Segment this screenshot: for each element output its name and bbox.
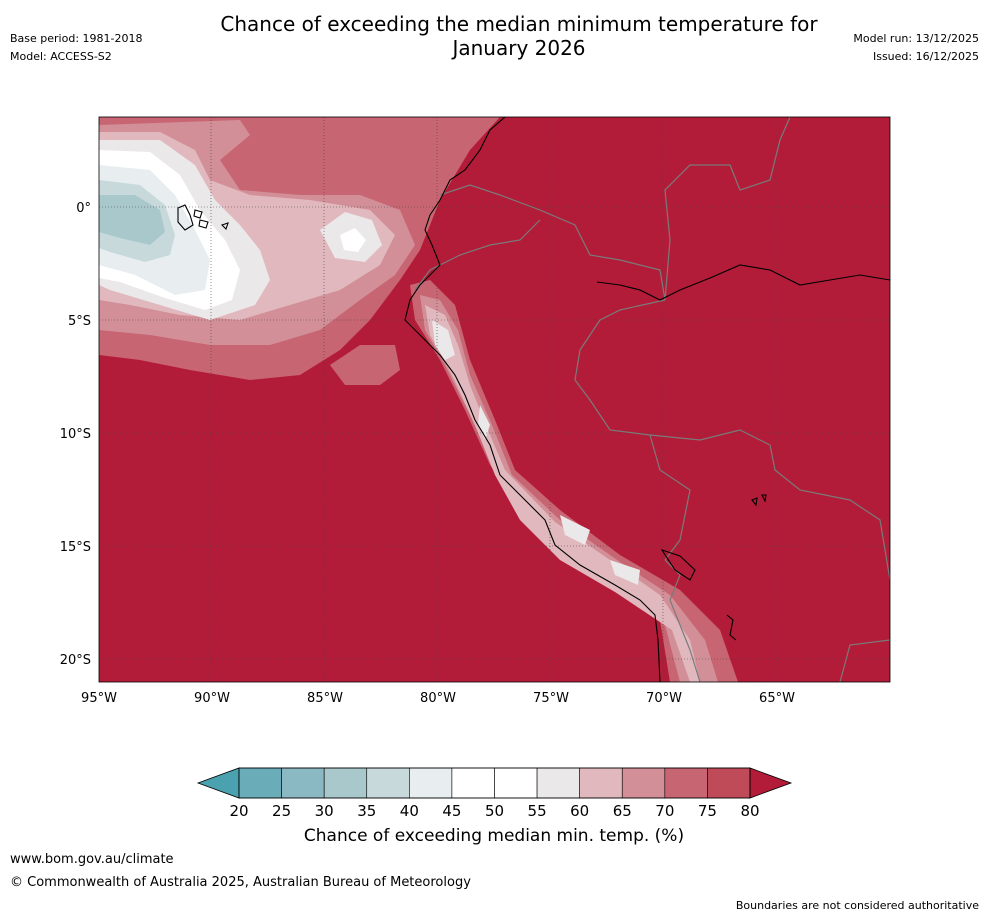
border-bolivia-brazil <box>649 429 890 581</box>
disclaimer-text: Boundaries are not considered authoritat… <box>735 899 979 912</box>
lat-label-3: 15°S <box>60 540 91 555</box>
border-peru-brazil <box>574 299 691 561</box>
colorbar-tick-35: 35 <box>357 802 376 820</box>
colorbar-border <box>238 767 751 799</box>
metadata-left: Base period: 1981-2018 Model: ACCESS-S2 <box>10 30 142 66</box>
lon-label-4: 75°W <box>533 691 569 706</box>
colorbar-tick-25: 25 <box>272 802 291 820</box>
colorbar-tick-60: 60 <box>570 802 589 820</box>
issued-text: Issued: 16/12/2025 <box>872 50 979 63</box>
lon-label-5: 70°W <box>646 691 682 706</box>
colorbar-cell-6 <box>494 767 538 799</box>
colorbar-low-extend <box>196 767 240 799</box>
coastline-pacific <box>404 117 661 682</box>
coastlines <box>177 117 890 682</box>
border-colombia-venezuela <box>664 117 791 301</box>
colorbar-tick-70: 70 <box>655 802 674 820</box>
coastal-band-60 <box>425 305 700 682</box>
model-text: Model: ACCESS-S2 <box>10 50 112 63</box>
latitude-labels: 0° 5°S 10°S 15°S 20°S <box>60 201 91 668</box>
colorbar-tick-50: 50 <box>485 802 504 820</box>
border-bolivia-paraguay <box>839 639 890 682</box>
coastal-band-70 <box>410 280 738 682</box>
lon-label-2: 85°W <box>307 691 343 706</box>
chart-title: Chance of exceeding the median minimum t… <box>0 12 988 60</box>
lake-titicaca <box>660 548 696 581</box>
colorbar-tick-40: 40 <box>400 802 419 820</box>
border-colombia-ecuador <box>439 184 666 301</box>
lon-label-1: 90°W <box>194 691 230 706</box>
galapagos-islands <box>177 204 229 231</box>
base-period-text: Base period: 1981-2018 <box>10 32 143 45</box>
longitude-labels: 95°W 90°W 85°W 80°W 75°W 70°W 65°W <box>81 691 795 706</box>
border-ecuador-peru <box>414 219 541 291</box>
colorbar-cell-7 <box>536 767 580 799</box>
lon-label-0: 95°W <box>81 691 117 706</box>
colorbar-label: Chance of exceeding median min. temp. (%… <box>303 826 685 846</box>
coastline-amazon-river <box>596 264 890 301</box>
colorbar-cell-11 <box>707 767 751 799</box>
title-line-1: Chance of exceeding the median minimum t… <box>220 12 818 36</box>
contour-35 <box>99 195 165 245</box>
colorbar-cell-3 <box>366 767 410 799</box>
colorbar-tick-80: 80 <box>740 802 759 820</box>
lon-label-3: 80°W <box>420 691 456 706</box>
colorbar-high-extend <box>749 767 793 799</box>
white-spot-core <box>340 228 366 252</box>
colorbar: 20 25 30 35 40 45 50 55 60 65 70 75 80 <box>196 767 793 820</box>
colorbar-tick-65: 65 <box>613 802 632 820</box>
lake-2 <box>751 497 758 507</box>
colorbar-tick-75: 75 <box>698 802 717 820</box>
copyright-text: © Commonwealth of Australia 2025, Austra… <box>10 875 471 890</box>
colorbar-tick-55: 55 <box>528 802 547 820</box>
colorbar-tick-20: 20 <box>229 802 248 820</box>
model-run-text: Model run: 13/12/2025 <box>853 32 979 45</box>
lat-label-4: 20°S <box>60 653 91 668</box>
colorbar-cell-4 <box>409 767 453 799</box>
graticule <box>99 117 890 682</box>
title-line-2: January 2026 <box>452 36 586 60</box>
source-url: www.bom.gov.au/climate <box>10 852 174 867</box>
metadata-right: Model run: 13/12/2025 Issued: 16/12/2025 <box>853 30 979 66</box>
colorbar-cell-9 <box>621 767 666 799</box>
lake-1 <box>726 614 737 641</box>
warm-spot-southeast <box>330 345 400 385</box>
lat-label-0: 0° <box>76 201 91 216</box>
colorbar-cell-1 <box>281 767 325 799</box>
lat-label-2: 10°S <box>60 427 91 442</box>
lon-label-6: 65°W <box>759 691 795 706</box>
colorbar-cell-5 <box>451 767 495 799</box>
colorbar-cell-8 <box>579 767 623 799</box>
lake-3 <box>761 494 767 503</box>
colorbar-cell-10 <box>664 767 708 799</box>
colorbar-tick-30: 30 <box>315 802 334 820</box>
map-border <box>98 116 891 683</box>
colorbar-cells <box>238 767 751 799</box>
map-frame <box>99 117 890 682</box>
inland-lakes <box>726 494 767 641</box>
colorbar-cell-0 <box>238 767 282 799</box>
colorbar-tick-labels: 20 25 30 35 40 45 50 55 60 65 70 75 80 <box>229 802 759 820</box>
lat-label-1: 5°S <box>68 314 91 329</box>
colorbar-tick-45: 45 <box>442 802 461 820</box>
colorbar-cell-2 <box>323 767 368 799</box>
